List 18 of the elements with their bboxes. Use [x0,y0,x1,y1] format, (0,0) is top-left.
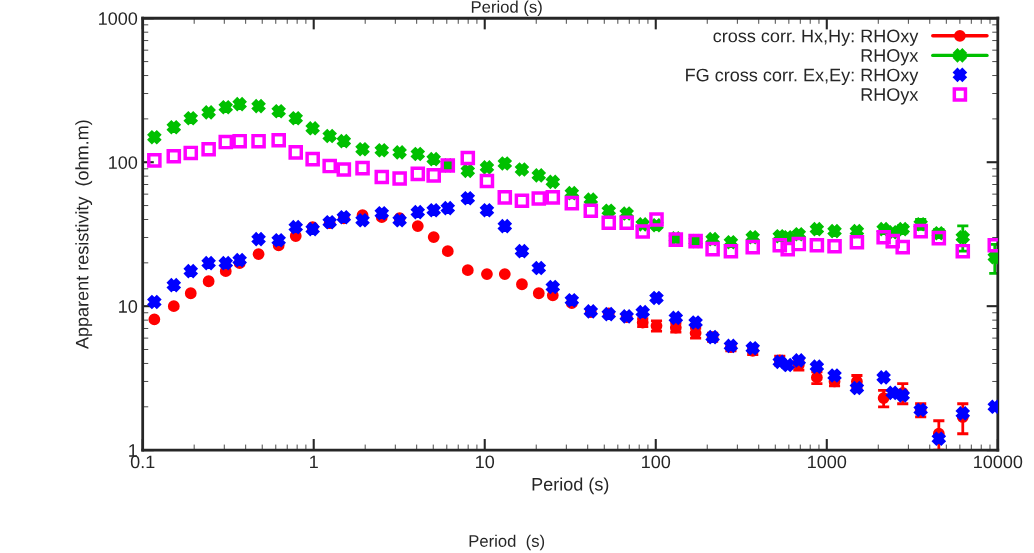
y-tick-label: 1000 [99,12,138,25]
legend-label: RHOyx [861,88,919,105]
y-axis-title: Apparent resistivity (ohm.m) [75,120,93,350]
text: Period (s) [469,534,545,551]
x-axis-title: Period (s) [532,477,609,495]
legend-label: cross corr. Hx,Hy: RHOxy [713,29,919,46]
x-tick-label: 0.1 [130,455,155,469]
x-tick-label: 1 [310,455,318,469]
y-tick-label: 1 [129,444,137,457]
text: Period (s) [471,0,542,17]
legend-label: FG cross corr. Ex,Ey: RHOxy [686,68,919,85]
legend-label: RHOyx [861,49,919,66]
y-tick-label: 10 [119,300,138,313]
x-tick-label: 1000 [808,455,847,469]
y-tick-label: 100 [109,156,138,169]
x-tick-label: 10 [476,455,495,469]
x-tick-label: 10000 [974,455,1023,469]
x-tick-label: 100 [642,455,671,469]
